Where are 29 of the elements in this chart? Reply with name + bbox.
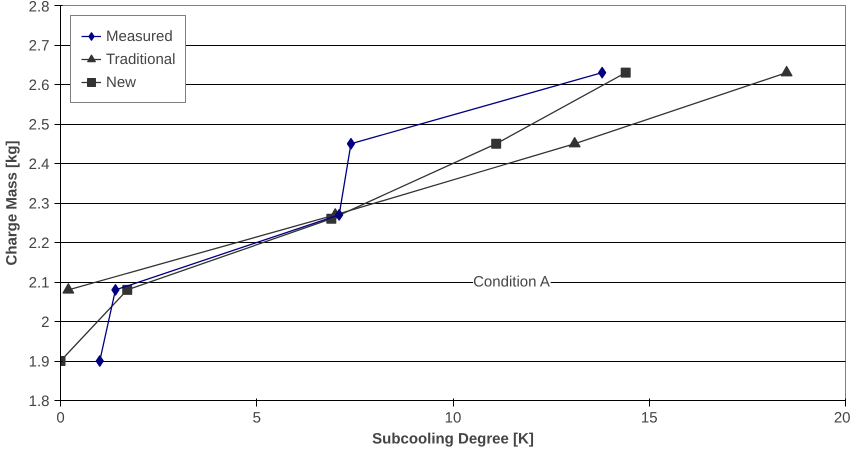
legend-label: Measured xyxy=(106,28,173,44)
point xyxy=(620,68,631,78)
y-tick-label: 2.4 xyxy=(28,156,50,173)
point xyxy=(491,138,502,149)
point xyxy=(62,283,74,294)
y-tick-label: 1.8 xyxy=(28,393,50,410)
x-tick-label: 15 xyxy=(640,410,658,426)
x-axis-title: Subcooling Degree [K] xyxy=(372,430,534,448)
y-axis-title: Charge Mass [kg] xyxy=(4,140,21,266)
y-tick-label: 2.3 xyxy=(28,196,50,212)
x-tick-label: 5 xyxy=(252,410,261,426)
annotation: Condition A xyxy=(473,274,550,290)
legend-label: New xyxy=(106,74,136,90)
point xyxy=(598,66,606,79)
y-tick-label: 2 xyxy=(41,314,50,331)
x-tick-label: 10 xyxy=(444,410,462,426)
x-tick-label: 0 xyxy=(56,410,65,426)
y-tick-label: 1.9 xyxy=(28,354,50,370)
legend-label: Traditional xyxy=(106,50,176,68)
y-tick-label: 2.8 xyxy=(28,0,50,16)
y-tick-label: 2.6 xyxy=(28,77,50,94)
point xyxy=(346,138,356,150)
point xyxy=(111,284,120,296)
point xyxy=(96,355,104,367)
y-tick-label: 2.2 xyxy=(28,235,50,252)
y-tick-label: 2.1 xyxy=(28,274,50,292)
y-tick-label: 2.7 xyxy=(28,38,50,54)
y-tick-label: 2.5 xyxy=(28,116,50,134)
x-tick-label: 20 xyxy=(834,410,851,426)
